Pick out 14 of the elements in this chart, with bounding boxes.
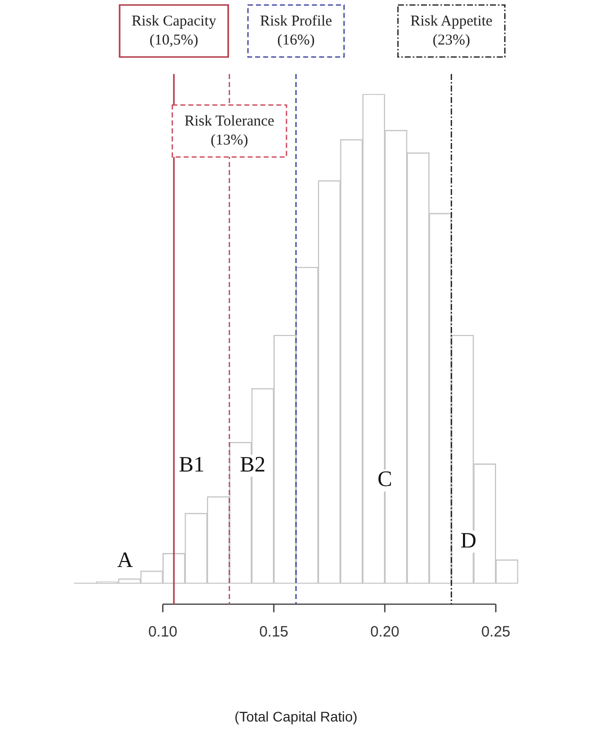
annotation: A xyxy=(117,546,134,572)
annotation: B2 xyxy=(240,452,266,477)
annotation: B1 xyxy=(178,452,205,477)
ref-line-label: Risk Appetite (23%) xyxy=(410,13,493,48)
annotation: C xyxy=(377,466,392,492)
x-tick-label: 0.10 xyxy=(148,623,178,640)
x-tick-label: 0.20 xyxy=(370,623,400,640)
ref-line-label: Risk Profile (16%) xyxy=(260,13,332,48)
x-axis-title: (Total Capital Ratio) xyxy=(234,708,358,724)
annotation: D xyxy=(460,527,476,552)
x-tick-label: 0.15 xyxy=(259,623,288,640)
ref-line-label: Risk Capacity (10,5%) xyxy=(132,13,217,48)
x-tick-label: 0.25 xyxy=(481,623,510,640)
ref-line-label: Risk Tolerance (13%) xyxy=(184,113,275,148)
